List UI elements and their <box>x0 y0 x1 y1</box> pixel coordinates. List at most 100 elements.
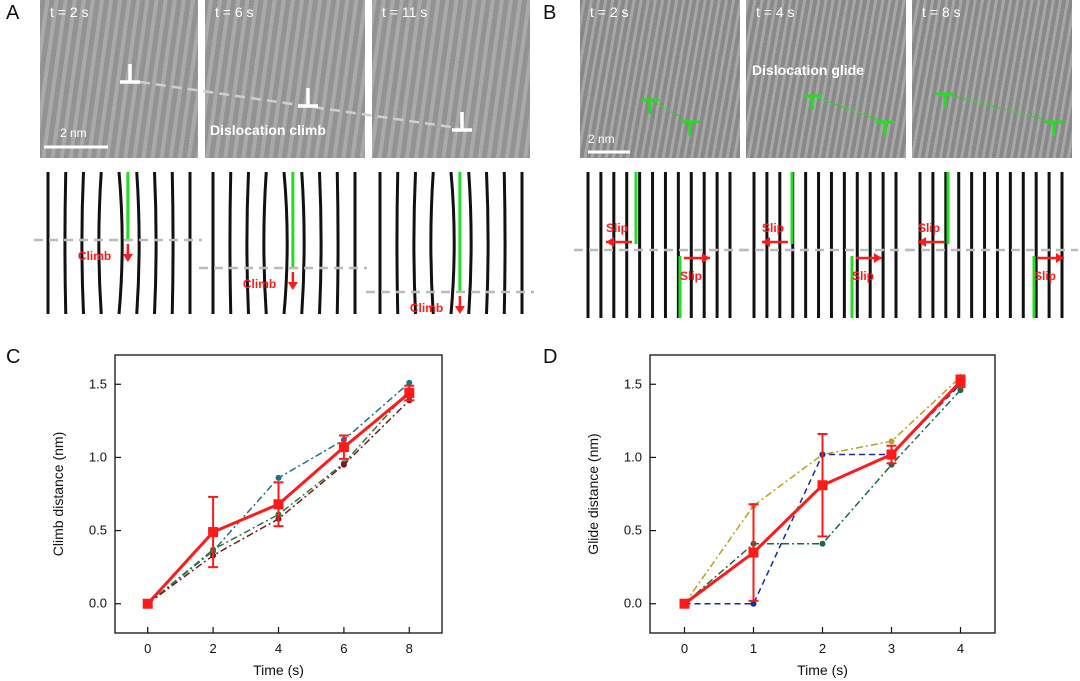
x-tick-label: 2 <box>819 641 826 656</box>
chart-glide: 0 1 2 3 4 0.0 0.5 1.0 1.5 Time (s) Glide distance … <box>585 354 996 678</box>
x-axis-label: Time (s) <box>253 662 304 678</box>
glide-trajectory <box>944 93 1055 123</box>
y-tick-label: 1.0 <box>89 449 107 464</box>
lattice-plane <box>170 171 175 315</box>
panel-a-frame-1: t = 2 s <box>40 0 198 158</box>
tem-grain <box>580 0 740 158</box>
dislocation-symbol <box>452 112 472 132</box>
data-point <box>406 379 413 386</box>
lattice-plane <box>412 171 417 315</box>
data-point-mean <box>886 449 897 460</box>
chart-climb: 0 2 4 6 8 0.0 0.5 1.0 1.5 Time (s) Climb distance … <box>50 354 443 678</box>
lattice-plane <box>153 171 158 315</box>
lattice-plane <box>449 171 456 315</box>
panel-b-frame-3: t = 8 s <box>912 0 1072 158</box>
dislocation-symbol <box>1045 120 1063 136</box>
schematic-label: Slip <box>680 269 702 283</box>
schematic-label: Slip <box>918 221 940 235</box>
dislocation-symbol <box>876 120 894 136</box>
arrow-head <box>702 253 710 263</box>
data-point <box>750 600 757 607</box>
x-tick-label: 4 <box>957 641 964 656</box>
tem-image-layer <box>40 0 1072 158</box>
y-axis-label: Glide distance (nm) <box>585 433 601 554</box>
lattice-plane <box>318 171 323 315</box>
frame-time-label: t = 8 s <box>922 4 961 20</box>
y-tick-label: 1.0 <box>624 449 642 464</box>
y-tick-label: 0.0 <box>624 596 642 611</box>
panel-a-caption: Dislocation climb <box>210 122 326 138</box>
panel-b-frame-2: t = 4 s <box>746 0 906 158</box>
series-mean <box>679 374 966 609</box>
x-tick-label: 2 <box>209 641 216 656</box>
schematic-label: Climb <box>243 277 276 291</box>
panel-b-scale-label: 2 nm <box>588 132 615 146</box>
tem-grain <box>372 0 530 158</box>
schematic-label: Slip <box>1034 269 1056 283</box>
panel-label-a: A <box>6 2 20 24</box>
x-tick-label: 6 <box>340 641 347 656</box>
x-tick-label: 3 <box>888 641 895 656</box>
data-point <box>819 540 826 547</box>
panel-a-frame-2: t = 6 s <box>205 0 365 158</box>
frame-time-label: t = 2 s <box>590 4 629 20</box>
arrow-head <box>287 282 298 290</box>
lattice-plane <box>80 171 85 315</box>
lattice-plane <box>502 171 507 315</box>
x-tick-label: 0 <box>681 641 688 656</box>
data-point-mean <box>404 388 415 399</box>
dislocation-symbol <box>681 120 699 136</box>
lattice-plane <box>97 171 103 315</box>
frame-time-label: t = 4 s <box>756 4 795 20</box>
y-tick-label: 0.0 <box>89 596 107 611</box>
panel-b-caption: Dislocation glide <box>752 62 865 78</box>
schematic-label: Slip <box>606 221 628 235</box>
frame-time-label: t = 2 s <box>50 4 89 20</box>
tem-grain <box>912 0 1072 158</box>
data-point-mean <box>142 598 153 609</box>
lattice-plane <box>245 171 250 315</box>
lattice-plane <box>485 171 490 315</box>
series-line-trial-2 <box>147 389 410 605</box>
data-point <box>957 387 964 394</box>
arrow-head <box>122 254 133 262</box>
series-mean <box>142 384 415 609</box>
frame-time-label: t = 11 s <box>382 4 428 20</box>
x-axis-label: Time (s) <box>797 662 848 678</box>
data-point-mean <box>338 442 349 453</box>
dislocation-symbol <box>120 64 140 84</box>
dislocation-symbol <box>936 92 954 108</box>
lattice-plane <box>228 171 233 315</box>
arrow-head <box>454 306 465 314</box>
lattice-plane <box>63 171 68 315</box>
arrow-head <box>606 237 614 247</box>
y-tick-label: 1.5 <box>624 376 642 391</box>
tem-grain <box>205 0 365 158</box>
glide-trajectory <box>811 95 886 123</box>
lattice-plane <box>300 171 306 315</box>
data-point-mean <box>817 480 828 491</box>
frame-time-label: t = 6 s <box>215 4 254 20</box>
arrow-head <box>1056 253 1064 263</box>
y-axis-label: Climb distance (nm) <box>50 432 66 556</box>
panel-label-c: C <box>6 346 21 368</box>
data-point-mean <box>273 499 284 510</box>
y-tick-label: 1.5 <box>89 376 107 391</box>
arrow-head <box>874 253 882 263</box>
charts-layer: 0 2 4 6 8 0.0 0.5 1.0 1.5 Time (s) Climb distance … <box>50 354 996 678</box>
panel-label-d: D <box>543 346 558 368</box>
tem-grain <box>746 0 906 158</box>
data-point <box>275 474 282 481</box>
x-tick-label: 8 <box>406 641 413 656</box>
schematic-label: Slip <box>852 269 874 283</box>
lattice-plane <box>117 171 124 315</box>
data-point-mean <box>748 547 759 558</box>
dislocation-symbol <box>803 94 821 110</box>
panel-b-frame-1: t = 2 s <box>580 0 740 158</box>
arrow-head <box>918 237 926 247</box>
panel-a-scale-label: 2 nm <box>60 126 87 140</box>
lattice-plane <box>335 171 340 315</box>
schematic-label: Climb <box>78 249 111 263</box>
x-tick-label: 0 <box>144 641 151 656</box>
